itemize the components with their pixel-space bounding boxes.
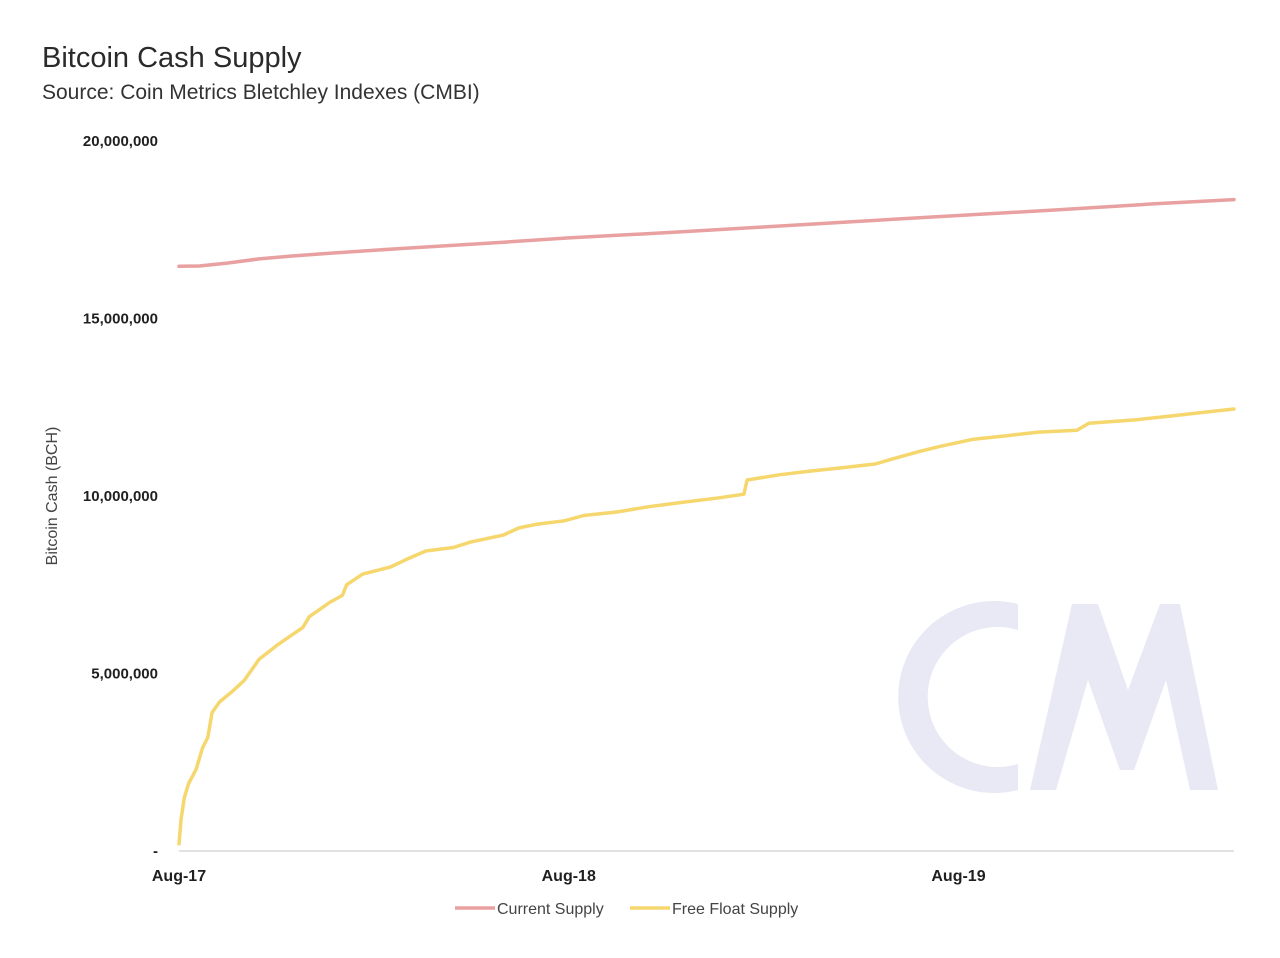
y-axis-ticks: - 5,000,000 10,000,000 15,000,000 20,000,000 bbox=[83, 133, 158, 860]
series-line-free-float-supply bbox=[177, 407, 1236, 846]
y-tick-label: 10,000,000 bbox=[83, 488, 158, 505]
legend-label: Current Supply bbox=[497, 901, 604, 918]
series-lines bbox=[177, 197, 1236, 846]
legend-label: Free Float Supply bbox=[672, 901, 798, 918]
y-tick-label: - bbox=[153, 843, 158, 860]
cm-watermark-logo bbox=[898, 601, 1218, 793]
x-axis-ticks: Aug-17 Aug-18 Aug-19 bbox=[152, 868, 986, 885]
x-tick-label: Aug-19 bbox=[931, 868, 985, 885]
chart-title: Bitcoin Cash Supply bbox=[42, 42, 302, 74]
x-tick-label: Aug-18 bbox=[542, 868, 596, 885]
y-tick-label: 20,000,000 bbox=[83, 133, 158, 150]
x-tick-label: Aug-17 bbox=[152, 868, 206, 885]
chart-subtitle: Source: Coin Metrics Bletchley Indexes (… bbox=[42, 81, 480, 104]
y-tick-label: 5,000,000 bbox=[91, 666, 158, 683]
series-line-current-supply bbox=[177, 197, 1236, 269]
y-tick-label: 15,000,000 bbox=[83, 311, 158, 328]
y-axis-label: Bitcoin Cash (BCH) bbox=[44, 427, 61, 566]
legend: Current Supply Free Float Supply bbox=[455, 901, 798, 918]
